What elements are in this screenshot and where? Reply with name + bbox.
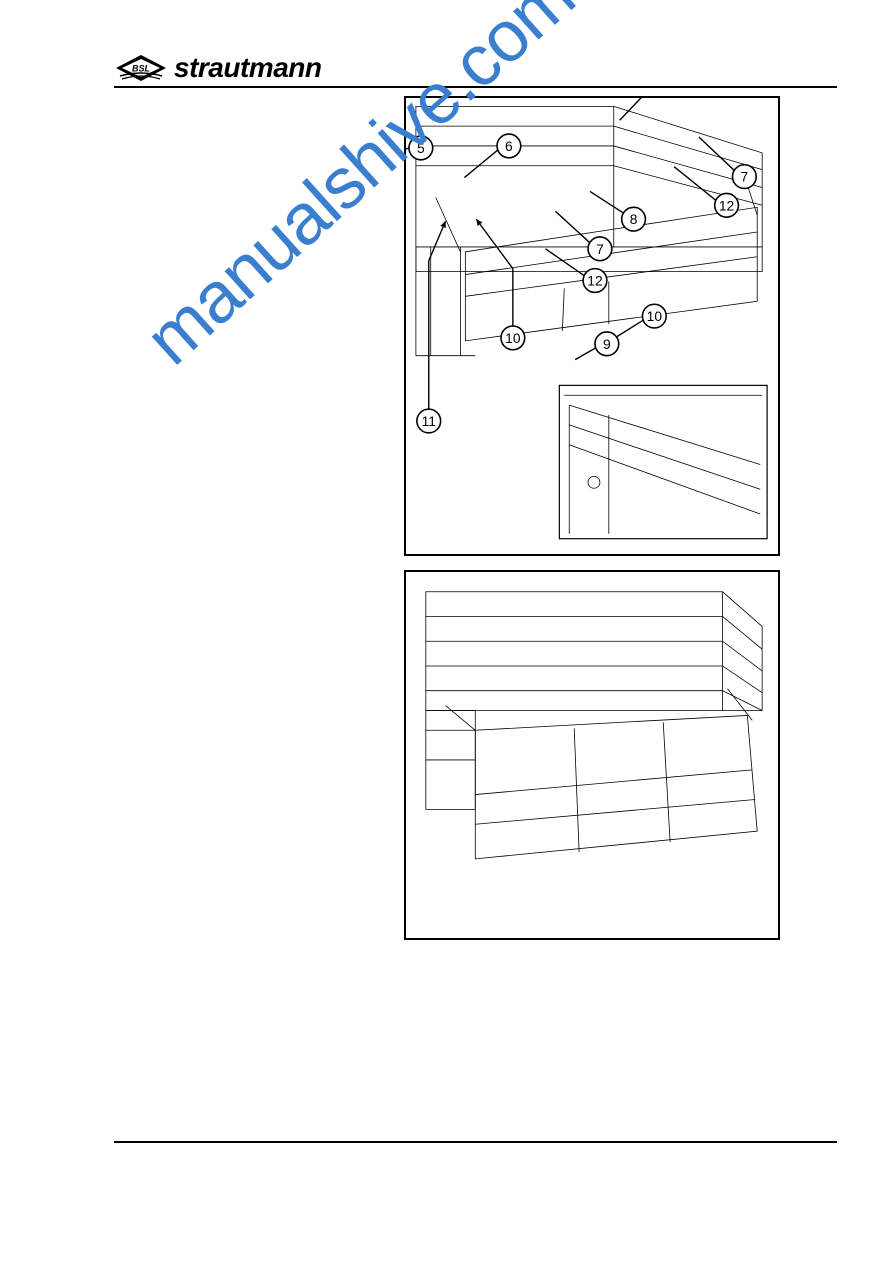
- figure-top-diagram: 5665871287121011109: [406, 98, 778, 554]
- figure-top: 5665871287121011109: [404, 96, 780, 556]
- callout-number: 7: [741, 169, 749, 185]
- header: BSL strautmann: [114, 48, 837, 88]
- figure-bottom-diagram: 5345121: [406, 572, 778, 938]
- figure-bottom: 5345121: [404, 570, 780, 940]
- callout-number: 12: [719, 197, 734, 213]
- callout-number: 7: [596, 241, 604, 257]
- callout-number: 6: [505, 138, 513, 154]
- callout-number: 12: [587, 272, 602, 288]
- svg-text:BSL: BSL: [132, 63, 150, 73]
- callout-number: 9: [603, 336, 611, 352]
- callout-number: 8: [630, 211, 638, 227]
- brand-logo: BSL strautmann: [114, 52, 321, 86]
- callout-number: 5: [417, 140, 425, 156]
- callout-number: 10: [505, 330, 521, 346]
- callout-number: 11: [422, 413, 437, 429]
- brand-name: strautmann: [174, 52, 321, 84]
- page: { "brand": { "name": "strautmann" }, "wa…: [0, 0, 893, 1263]
- footer-rule: [114, 1141, 837, 1143]
- brand-mark-icon: BSL: [114, 53, 168, 83]
- callout-number: 10: [647, 308, 663, 324]
